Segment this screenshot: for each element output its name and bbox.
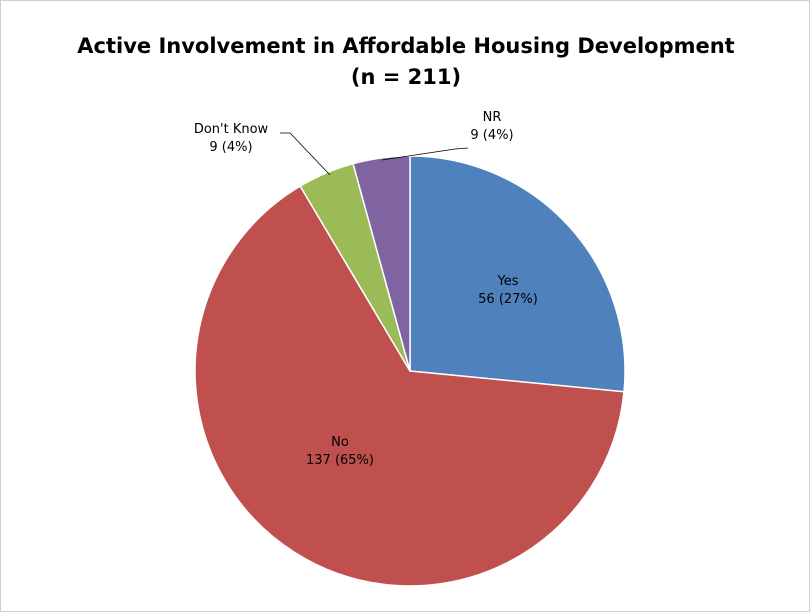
slice-label-yes-name: Yes	[497, 274, 519, 289]
pie-slice-no	[194, 185, 625, 587]
leader-line-don-t-know	[280, 132, 331, 176]
slice-label-don-t-know-value: 9 (4%)	[209, 140, 252, 155]
slice-label-nr-name: NR	[483, 110, 502, 125]
leader-line-nr	[381, 147, 469, 161]
chart-title-block: Active Involvement in Affordable Housing…	[1, 31, 810, 93]
chart-subtitle: (n = 211)	[350, 65, 462, 89]
slice-label-no-name: No	[331, 435, 349, 450]
chart-title: Active Involvement in Affordable Housing…	[77, 34, 735, 58]
slice-label-don-t-know-name: Don't Know	[194, 122, 269, 137]
slice-label-nr-value: 9 (4%)	[470, 128, 513, 143]
slice-label-no-value: 137 (65%)	[306, 453, 374, 468]
pie-slices	[194, 155, 626, 587]
slice-label-yes-value: 56 (27%)	[478, 292, 538, 307]
pie-slice-yes	[409, 155, 626, 393]
